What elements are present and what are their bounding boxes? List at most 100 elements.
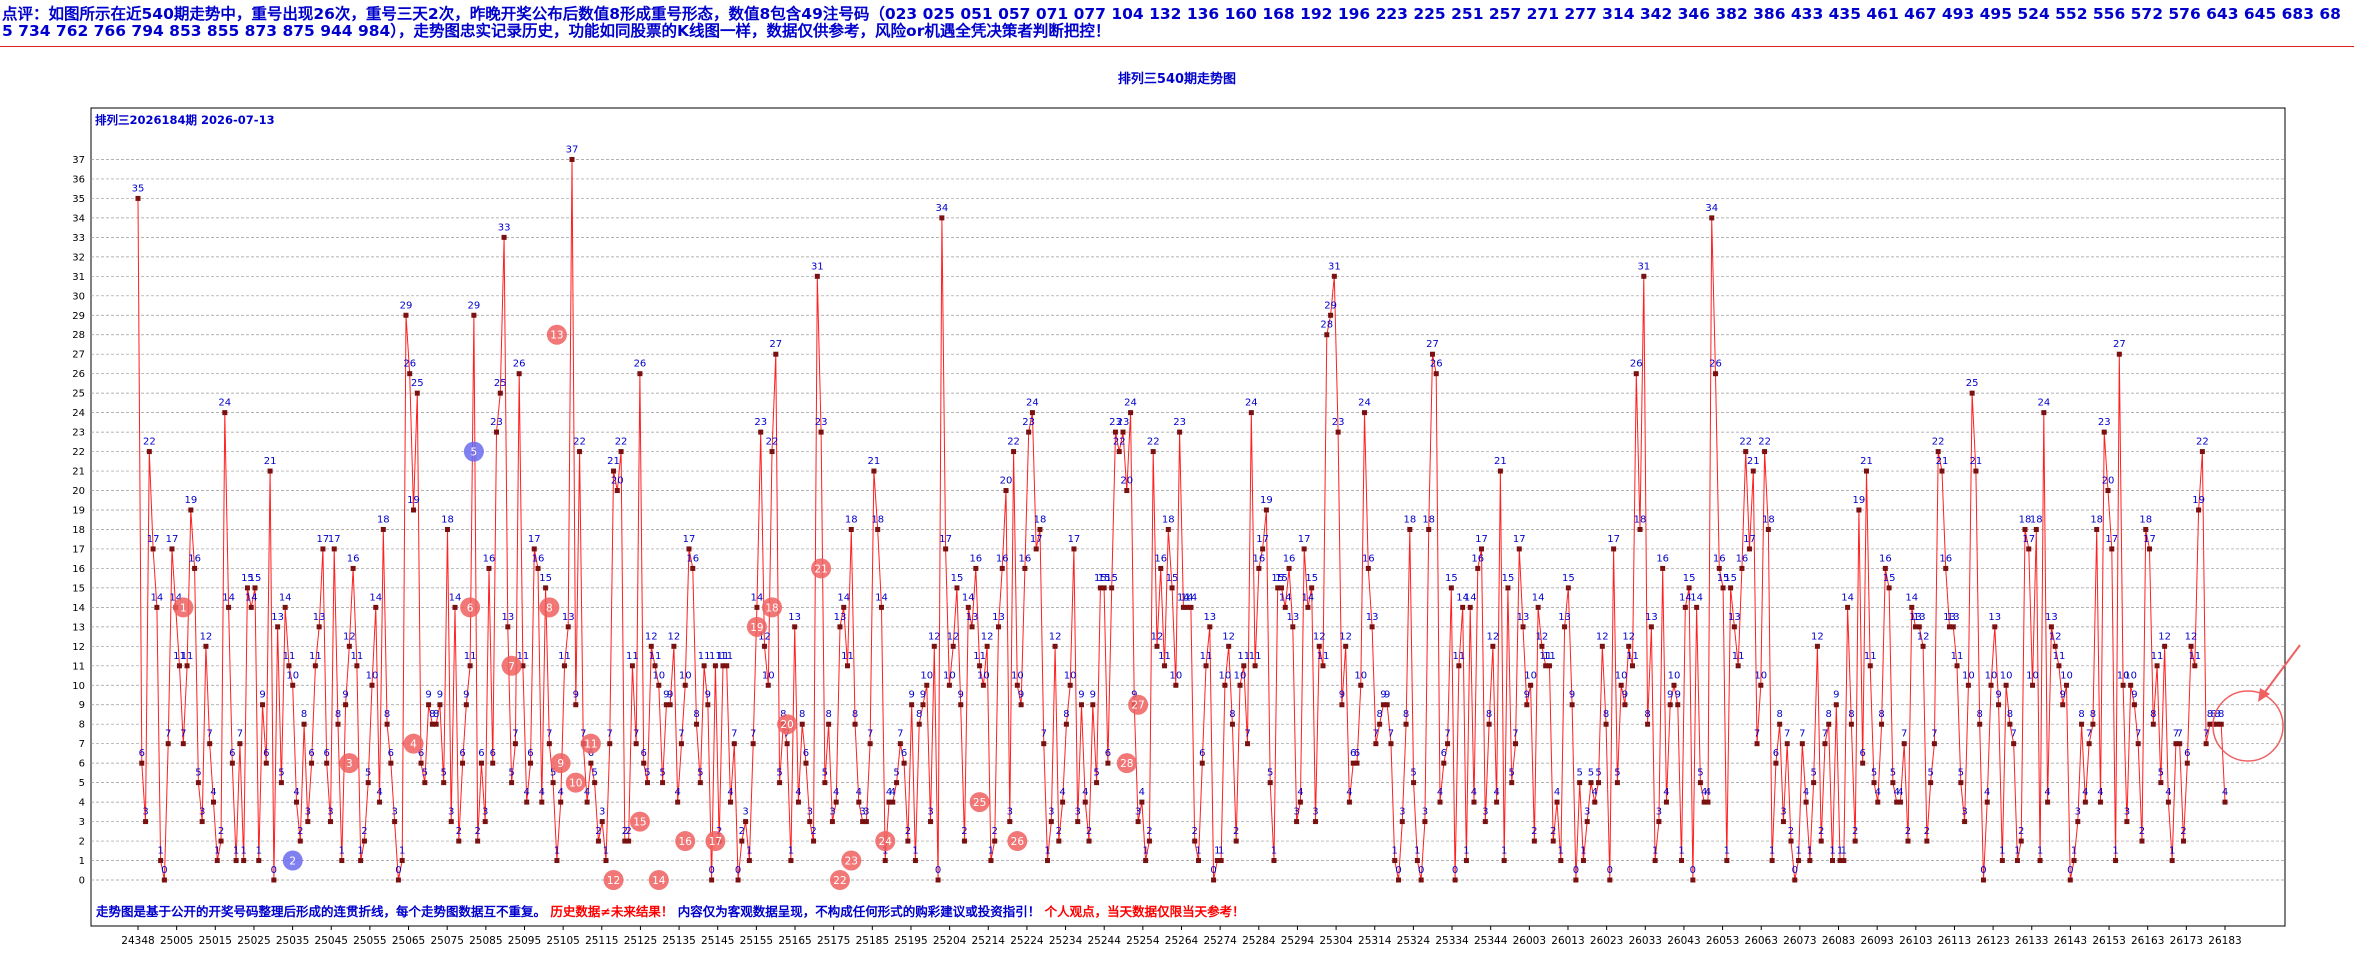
- data-label: 10: [1615, 670, 1628, 681]
- data-point: [1452, 877, 1458, 883]
- data-label: 16: [1939, 553, 1952, 564]
- data-point: [456, 838, 462, 844]
- data-label: 2: [810, 826, 816, 837]
- y-tick-label: 34: [72, 213, 85, 224]
- data-label: 12: [1486, 631, 1499, 642]
- data-point: [860, 819, 866, 825]
- repeat-marker: [565, 772, 586, 793]
- data-label: 6: [1199, 748, 1205, 759]
- data-label: 15: [249, 573, 262, 584]
- data-point: [346, 643, 352, 649]
- data-point: [1226, 643, 1232, 649]
- data-label: 19: [1853, 495, 1866, 506]
- data-label: 3: [1656, 807, 1662, 818]
- data-label: 7: [237, 729, 243, 740]
- data-label: 22: [1007, 437, 1020, 448]
- data-label: 7: [546, 729, 552, 740]
- data-point: [969, 624, 975, 630]
- data-point: [1848, 721, 1854, 727]
- data-label: 11: [464, 651, 477, 662]
- repeat-marker: [173, 597, 194, 618]
- data-label: 9: [1090, 690, 1096, 701]
- data-label: 0: [1607, 865, 1613, 876]
- x-tick-label: 26033: [1629, 935, 1662, 947]
- data-label: 4: [2222, 787, 2228, 798]
- data-label: 13: [562, 612, 575, 623]
- x-tick-label: 25005: [160, 935, 193, 947]
- data-point: [1146, 838, 1152, 844]
- data-point: [2033, 526, 2039, 532]
- data-point: [1022, 565, 1028, 571]
- data-label: 1: [2037, 846, 2043, 857]
- repeat-marker: [463, 441, 484, 462]
- data-label: 16: [1252, 553, 1265, 564]
- data-label: 0: [1210, 865, 1216, 876]
- data-label: 0: [271, 865, 277, 876]
- data-label: 18: [1634, 514, 1647, 525]
- data-label: 10: [286, 670, 299, 681]
- data-label: 2: [2180, 826, 2186, 837]
- data-point: [1460, 604, 1466, 610]
- data-point: [1599, 643, 1605, 649]
- data-point: [1294, 819, 1300, 825]
- data-label: 8: [429, 709, 435, 720]
- y-tick-label: 35: [72, 194, 85, 205]
- data-point: [867, 741, 873, 747]
- data-label: 8: [2218, 709, 2224, 720]
- data-point: [1203, 663, 1209, 669]
- data-label: 0: [2067, 865, 2073, 876]
- data-label: 1: [912, 846, 918, 857]
- data-label: 3: [391, 807, 397, 818]
- data-label: 15: [1883, 573, 1896, 584]
- data-point: [1177, 429, 1183, 435]
- data-label: 12: [947, 631, 960, 642]
- repeat-marker-number: 11: [584, 739, 597, 751]
- data-point: [1996, 702, 2002, 708]
- data-label: 1: [1724, 846, 1730, 857]
- data-point: [1286, 565, 1292, 571]
- data-point: [660, 780, 666, 786]
- data-label: 2: [218, 826, 224, 837]
- data-label: 24: [1245, 398, 1258, 409]
- data-label: 2: [961, 826, 967, 837]
- data-point: [980, 682, 986, 688]
- x-tick-label: 25125: [624, 935, 657, 947]
- data-label: 2: [1233, 826, 1239, 837]
- data-point: [509, 780, 515, 786]
- data-point: [161, 877, 167, 883]
- data-point: [852, 721, 858, 727]
- data-label: 22: [2196, 437, 2209, 448]
- data-point: [380, 526, 386, 532]
- data-point: [260, 702, 266, 708]
- data-point: [792, 624, 798, 630]
- data-label: 4: [584, 787, 590, 798]
- data-label: 13: [1286, 612, 1299, 623]
- data-label: 23: [1022, 417, 1035, 428]
- data-label: 1: [1769, 846, 1775, 857]
- data-label: 6: [1441, 748, 1447, 759]
- data-label: 17: [328, 534, 341, 545]
- data-label: 6: [1105, 748, 1111, 759]
- data-point: [754, 604, 760, 610]
- data-label: 31: [1328, 261, 1341, 272]
- repeat-marker: [629, 811, 650, 832]
- data-label: 2: [595, 826, 601, 837]
- data-point: [2214, 721, 2220, 727]
- repeat-marker-number: 18: [765, 602, 778, 614]
- data-label: 1: [746, 846, 752, 857]
- data-point: [2169, 858, 2175, 864]
- data-label: 8: [1376, 709, 1382, 720]
- data-point: [799, 721, 805, 727]
- x-tick-label: 25195: [894, 935, 927, 947]
- data-label: 11: [173, 651, 186, 662]
- data-label: 15: [1502, 573, 1515, 584]
- data-point: [2128, 682, 2134, 688]
- data-point: [1007, 819, 1013, 825]
- data-point: [1437, 799, 1443, 805]
- data-point: [2075, 819, 2081, 825]
- data-point: [1162, 663, 1168, 669]
- data-label: 10: [1219, 670, 1232, 681]
- data-label: 11: [709, 651, 722, 662]
- data-label: 35: [132, 183, 145, 194]
